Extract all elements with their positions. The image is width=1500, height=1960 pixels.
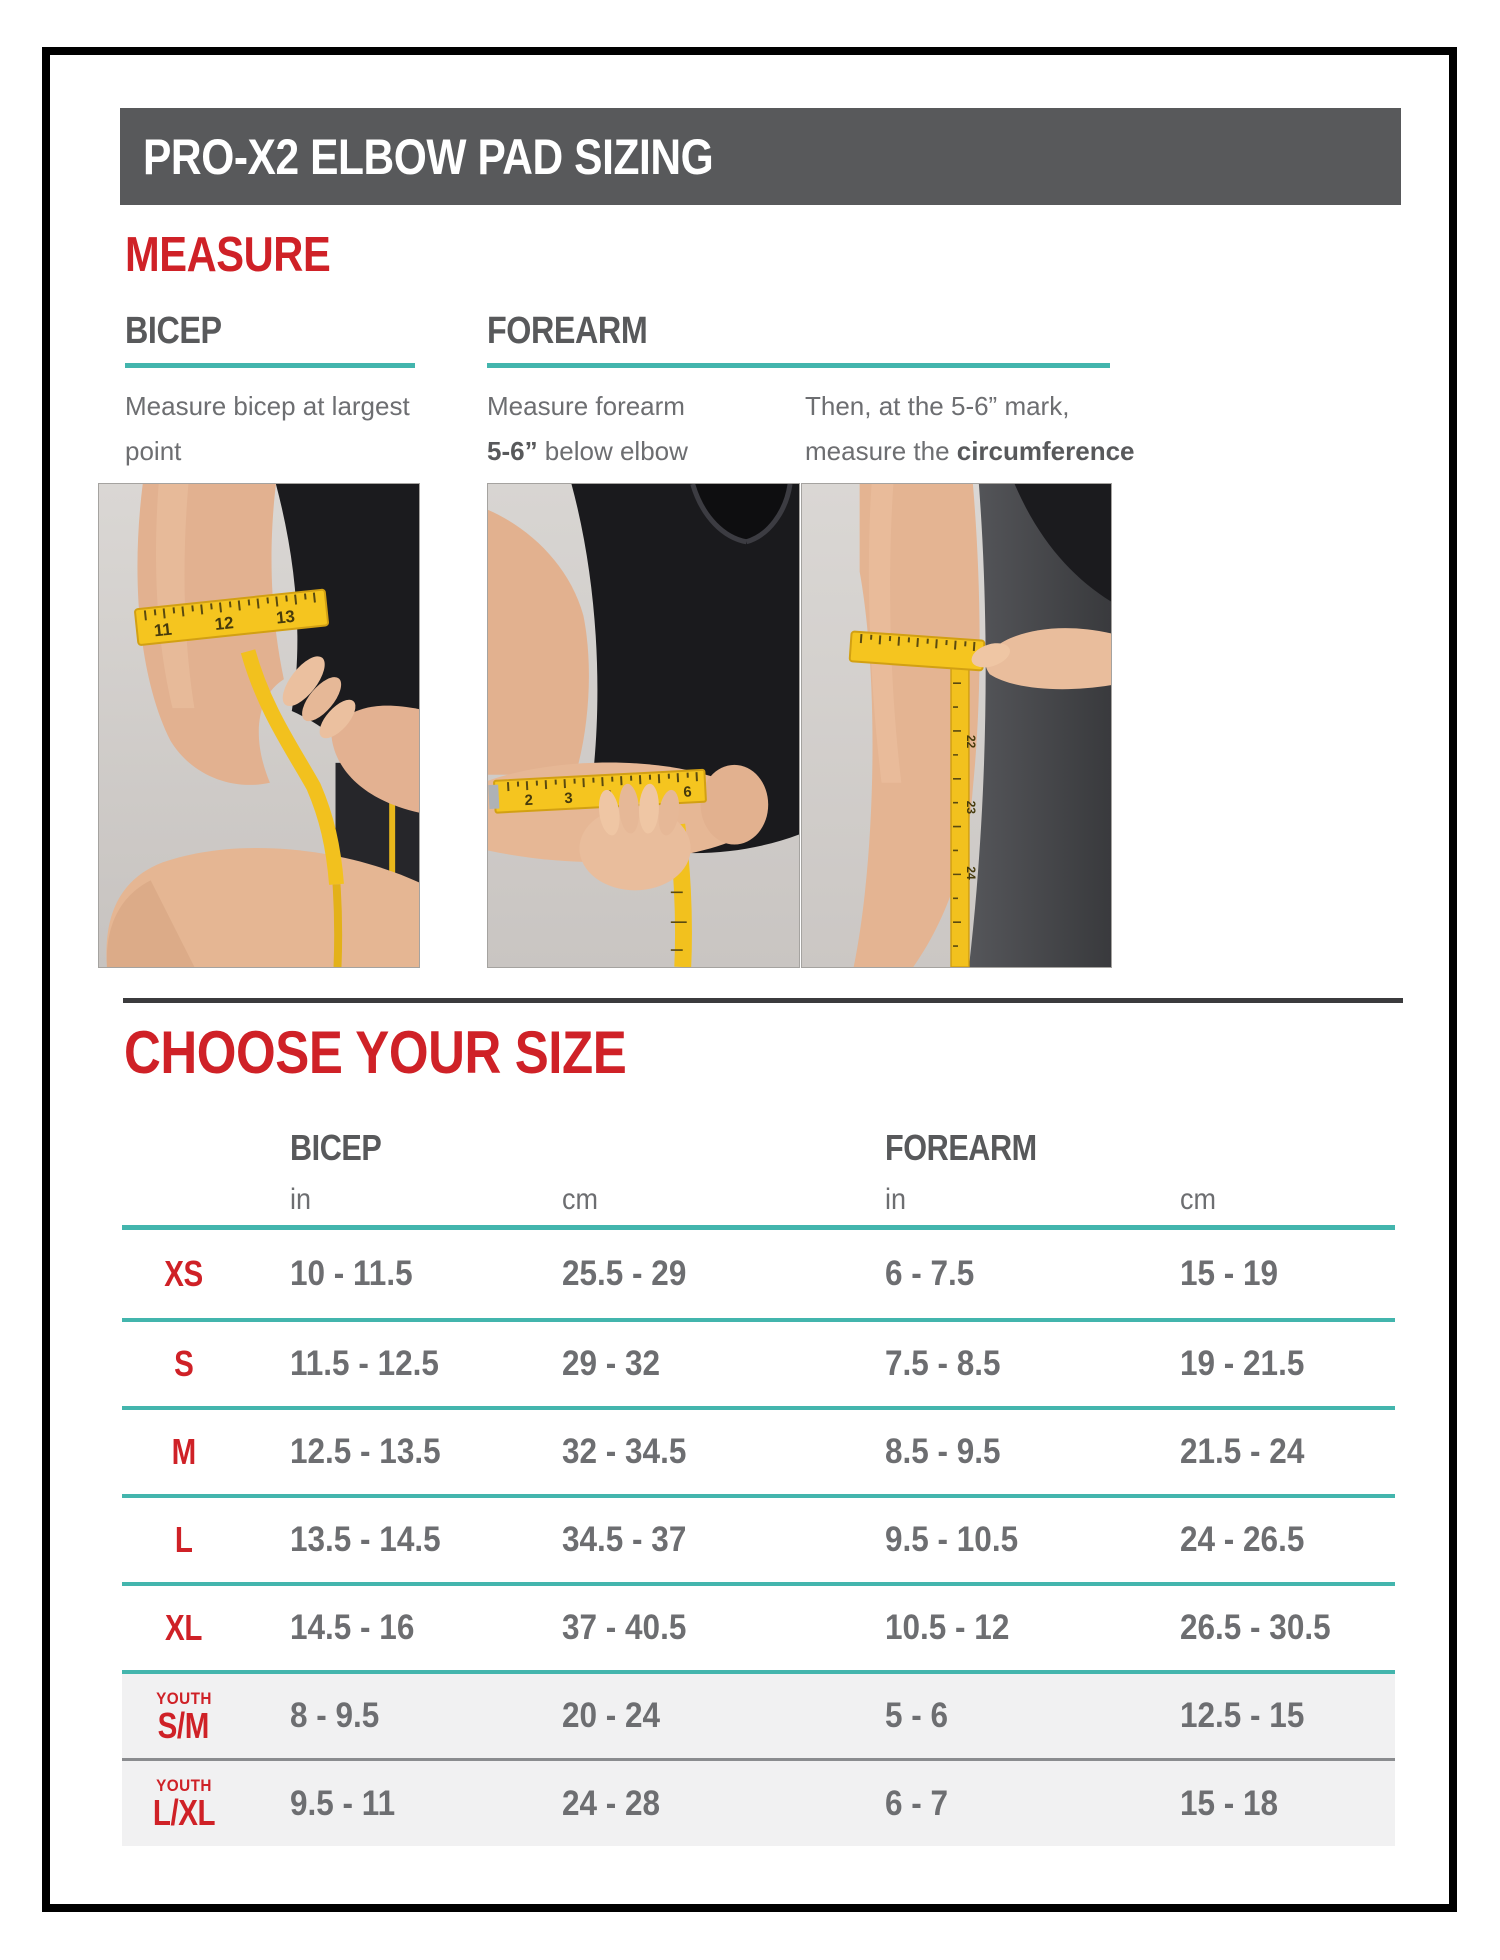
size-row-xl: XL 14.5 - 16 37 - 40.5 10.5 - 12 26.5 - … xyxy=(122,1582,1395,1670)
size-label: L/XL xyxy=(152,1792,215,1833)
measure-bicep-photo: 11 12 13 xyxy=(98,483,420,968)
tape-number: 13 xyxy=(275,607,296,628)
size-row-l: L 13.5 - 14.5 34.5 - 37 9.5 - 10.5 24 - … xyxy=(122,1494,1395,1582)
forearm-column-group-header: FOREARM xyxy=(885,1127,1037,1168)
size-label: XS xyxy=(164,1253,203,1294)
measure-photos-row: 11 12 13 xyxy=(98,483,1112,968)
tape-number: 11 xyxy=(153,620,173,641)
tape-number: 23 xyxy=(964,801,978,815)
bicep-underline xyxy=(125,363,415,368)
forearm-instruction-2-bold: circumference xyxy=(956,436,1135,466)
forearm-cm-value: 21.5 - 24 xyxy=(1180,1432,1305,1471)
measure-bicep-illustration: 11 12 13 xyxy=(99,484,419,967)
bicep-cm-value: 37 - 40.5 xyxy=(562,1608,687,1647)
size-label: L xyxy=(174,1519,193,1560)
forearm-cm-value: 24 - 26.5 xyxy=(1180,1520,1305,1559)
tape-number: 2 xyxy=(524,792,533,809)
bicep-in-value: 10 - 11.5 xyxy=(290,1254,413,1293)
youth-label: YOUTH xyxy=(155,1688,212,1708)
tape-number: 3 xyxy=(564,790,573,807)
size-row-m: M 12.5 - 13.5 32 - 34.5 8.5 - 9.5 21.5 -… xyxy=(122,1406,1395,1494)
forearm-section: FOREARM Measure forearm 5-6” below elbow… xyxy=(487,312,1407,474)
bicep-instruction: Measure bicep at largest point xyxy=(125,391,410,466)
forearm-in-value: 9.5 - 10.5 xyxy=(885,1520,1019,1559)
bicep-column-group-header: BICEP xyxy=(290,1127,382,1168)
tape-number: 24 xyxy=(964,866,978,880)
bicep-in-header: in xyxy=(290,1183,312,1216)
forearm-instruction-1-bold: 5-6” xyxy=(487,436,538,466)
tape-number: 6 xyxy=(683,783,692,800)
forearm-in-value: 5 - 6 xyxy=(885,1696,949,1735)
forearm-in-value: 10.5 - 12 xyxy=(885,1608,1010,1647)
page-title: PRO-X2 ELBOW PAD SIZING xyxy=(143,128,714,185)
forearm-underline xyxy=(487,363,1110,368)
forearm-cm-value: 15 - 18 xyxy=(1180,1783,1279,1823)
forearm-instruction-1: Measure forearm 5-6” below elbow xyxy=(487,384,802,474)
forearm-in-value: 6 - 7.5 xyxy=(885,1254,975,1293)
size-label: S/M xyxy=(157,1704,210,1746)
size-label: S xyxy=(173,1343,194,1384)
tape-number: 22 xyxy=(964,735,978,749)
table-unit-header-row: in cm in cm xyxy=(122,1166,1395,1230)
forearm-instruction-2-line1: Then, at the 5-6” mark, xyxy=(805,391,1070,421)
bicep-in-value: 11.5 - 12.5 xyxy=(290,1344,439,1383)
forearm-instruction-1-rest: below elbow xyxy=(537,436,688,466)
bicep-cm-value: 24 - 28 xyxy=(562,1783,661,1823)
size-row-youth-lxl: YOUTH L/XL 9.5 - 11 24 - 28 6 - 7 15 - 18 xyxy=(122,1758,1395,1846)
section-divider xyxy=(123,998,1403,1003)
bicep-section: BICEP Measure bicep at largest point xyxy=(125,312,455,474)
forearm-cm-value: 26.5 - 30.5 xyxy=(1180,1608,1331,1647)
size-row-s: S 11.5 - 12.5 29 - 32 7.5 - 8.5 19 - 21.… xyxy=(122,1318,1395,1406)
bicep-in-value: 9.5 - 11 xyxy=(290,1783,396,1823)
forearm-in-value: 6 - 7 xyxy=(885,1783,949,1823)
size-label: XL xyxy=(165,1607,202,1648)
tape-number: 12 xyxy=(214,613,235,634)
bicep-cm-header: cm xyxy=(562,1183,598,1216)
bicep-cm-value: 34.5 - 37 xyxy=(562,1520,687,1559)
size-chart-table: BICEP FOREARM in cm in cm XS 10 - 11.5 2… xyxy=(122,1108,1395,1846)
bicep-in-value: 8 - 9.5 xyxy=(290,1696,380,1735)
size-row-xs: XS 10 - 11.5 25.5 - 29 6 - 7.5 15 - 19 xyxy=(122,1230,1395,1318)
title-bar: PRO-X2 ELBOW PAD SIZING xyxy=(120,108,1401,205)
forearm-cm-value: 15 - 19 xyxy=(1180,1254,1279,1293)
forearm-section-label: FOREARM xyxy=(487,310,648,352)
choose-size-heading: CHOOSE YOUR SIZE xyxy=(124,1019,627,1086)
measure-forearm-photo: 2 3 4 5 6 xyxy=(487,483,800,968)
measure-circumference-illustration: 22 23 24 xyxy=(802,484,1111,967)
size-row-youth-sm: YOUTH S/M 8 - 9.5 20 - 24 5 - 6 12.5 - 15 xyxy=(122,1670,1395,1758)
forearm-in-value: 7.5 - 8.5 xyxy=(885,1344,1001,1383)
bicep-in-value: 14.5 - 16 xyxy=(290,1608,415,1647)
page-border-frame xyxy=(42,47,1457,1912)
measure-forearm-illustration: 2 3 4 5 6 xyxy=(488,484,799,967)
bicep-cm-value: 25.5 - 29 xyxy=(562,1254,687,1293)
measure-heading: MEASURE xyxy=(125,228,331,282)
forearm-cm-header: cm xyxy=(1180,1183,1216,1216)
forearm-instruction-2: Then, at the 5-6” mark, measure the circ… xyxy=(805,384,1135,474)
bicep-cm-value: 32 - 34.5 xyxy=(562,1432,687,1471)
forearm-cm-value: 19 - 21.5 xyxy=(1180,1344,1305,1383)
size-label: M xyxy=(171,1431,196,1472)
forearm-instruction-2-pre: measure the xyxy=(805,436,957,466)
forearm-cm-value: 12.5 - 15 xyxy=(1180,1696,1305,1735)
table-group-header-row: BICEP FOREARM xyxy=(122,1108,1395,1166)
measure-circumference-photo: 22 23 24 xyxy=(801,483,1112,968)
bicep-in-value: 12.5 - 13.5 xyxy=(290,1432,441,1471)
bicep-cm-value: 20 - 24 xyxy=(562,1696,661,1735)
bicep-cm-value: 29 - 32 xyxy=(562,1344,661,1383)
forearm-instruction-1-line1: Measure forearm xyxy=(487,391,685,421)
forearm-in-value: 8.5 - 9.5 xyxy=(885,1432,1001,1471)
youth-label: YOUTH xyxy=(155,1776,212,1795)
forearm-in-header: in xyxy=(885,1183,907,1216)
bicep-in-value: 13.5 - 14.5 xyxy=(290,1520,441,1559)
bicep-section-label: BICEP xyxy=(125,310,222,352)
